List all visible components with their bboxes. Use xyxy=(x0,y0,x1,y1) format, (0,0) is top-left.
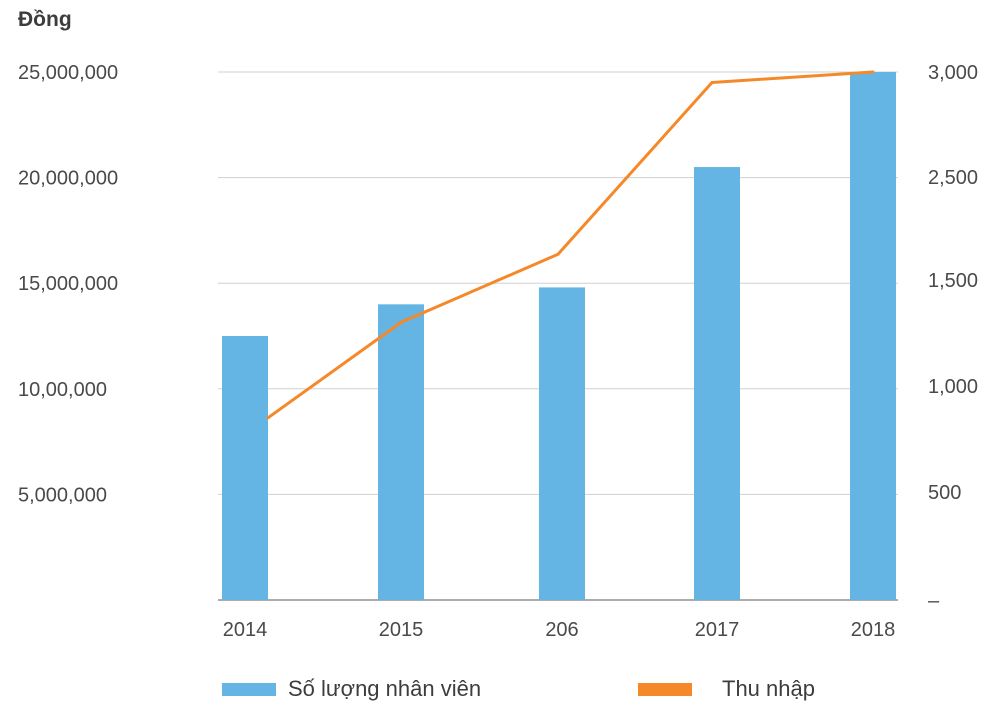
legend-swatch-line xyxy=(638,682,692,696)
bar-series xyxy=(222,72,896,601)
left-axis-ticks: 5,000,000 10,00,000 15,000,000 20,000,000 25… xyxy=(18,62,118,506)
legend-item-line: Thu nhập xyxy=(638,672,815,706)
right-tick-label: 2,500 xyxy=(928,167,978,189)
x-axis-ticks: 2014 2015 206 2017 2018 xyxy=(223,619,896,641)
right-tick-label: 3,000 xyxy=(928,62,978,84)
y-axis-unit-label: Đồng xyxy=(18,8,72,31)
x-tick-label: 2017 xyxy=(695,619,740,641)
line-point xyxy=(556,252,560,256)
bar xyxy=(539,287,585,600)
line-point xyxy=(871,70,875,74)
legend-label-line: Thu nhập xyxy=(722,676,815,701)
legend-swatch-bars xyxy=(222,682,276,696)
right-tick-label: 1,500 xyxy=(928,270,978,292)
bar xyxy=(850,72,896,600)
x-tick-label: 2018 xyxy=(851,619,896,641)
x-tick-label: 2015 xyxy=(379,619,424,641)
bar xyxy=(222,336,268,600)
bar xyxy=(378,304,424,600)
x-tick-label: 206 xyxy=(545,619,578,641)
legend-label-bars: Số lượng nhân viên xyxy=(288,676,482,701)
left-tick-label: 20,000,000 xyxy=(18,168,118,190)
left-tick-label: 5,000,000 xyxy=(18,484,107,506)
x-tick-label: 2014 xyxy=(223,619,268,641)
right-tick-label: 500 xyxy=(928,482,961,504)
left-tick-label: 10,00,000 xyxy=(18,379,107,401)
right-axis-ticks: – 500 1,000 1,500 2,500 3,000 xyxy=(928,62,978,612)
left-tick-label: 25,000,000 xyxy=(18,62,118,84)
bar xyxy=(694,167,740,601)
line-point xyxy=(266,416,270,420)
legend-item-bars: Số lượng nhân viên xyxy=(222,672,481,706)
line-point xyxy=(399,320,403,324)
left-tick-label: 15,000,000 xyxy=(18,273,118,295)
line-series xyxy=(266,70,875,420)
right-tick-label: – xyxy=(928,590,940,612)
line-point xyxy=(710,81,714,84)
right-tick-label: 1,000 xyxy=(928,376,978,398)
